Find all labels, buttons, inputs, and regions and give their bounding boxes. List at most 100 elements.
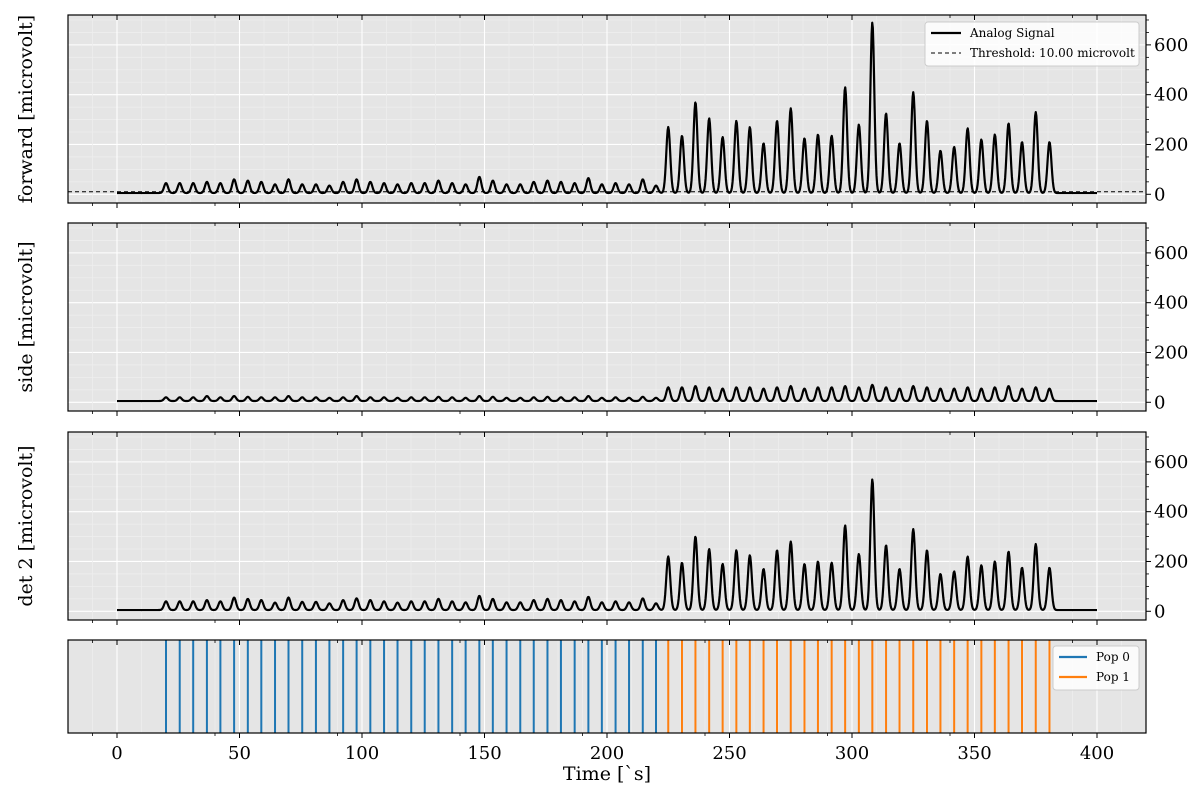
peak-point — [762, 142, 765, 145]
peak-point — [287, 178, 290, 181]
peak-point — [287, 395, 290, 397]
peak-point — [939, 387, 942, 390]
peak-point — [641, 178, 644, 181]
peak-point — [953, 570, 955, 573]
legend-entry: Pop 1 — [1096, 670, 1130, 684]
peak-point — [1007, 122, 1010, 125]
peak-point — [355, 597, 358, 600]
signal-line — [116, 478, 1098, 612]
peak-point — [721, 136, 724, 138]
peak-point — [505, 601, 508, 604]
peak-point — [885, 544, 887, 547]
peak-point — [885, 112, 887, 115]
peak-point — [573, 182, 576, 184]
peak-point — [478, 176, 481, 178]
y-tick-label: 200 — [1154, 342, 1188, 363]
y-tick-label: 400 — [1154, 293, 1188, 314]
peak-point — [478, 595, 481, 597]
peak-point — [939, 573, 942, 575]
peak-point — [858, 123, 860, 126]
signal-panel-1: 0 200 400 600 side [microvolt] — [15, 222, 1188, 416]
peak-point — [260, 181, 263, 183]
peak-point — [546, 598, 549, 600]
peak-point — [614, 600, 617, 603]
peak-point — [437, 598, 440, 600]
peak-point — [560, 181, 562, 183]
peak-point — [614, 182, 617, 184]
peak-point — [274, 601, 276, 604]
peak-point — [423, 396, 426, 399]
peak-point — [560, 396, 562, 399]
peak-point — [721, 563, 724, 565]
peak-point — [383, 182, 385, 184]
peak-point — [601, 601, 603, 604]
signal-line — [116, 383, 1098, 403]
peak-point — [451, 396, 453, 399]
peak-point — [994, 386, 996, 389]
peak-point — [708, 548, 710, 550]
peak-point — [437, 179, 440, 182]
peak-point — [178, 396, 181, 399]
peak-point — [315, 396, 317, 399]
peak-point — [1048, 141, 1051, 143]
peak-point — [694, 385, 697, 387]
legend-entry: Threshold: 10.00 microvolt — [970, 46, 1135, 60]
peak-point — [694, 101, 697, 103]
peak-point — [994, 560, 996, 563]
peak-point — [165, 182, 167, 184]
peak-point — [383, 600, 385, 603]
legend-box — [924, 21, 1140, 67]
peak-point — [165, 600, 167, 603]
peak-point — [369, 181, 372, 183]
peak-point — [192, 600, 194, 603]
peak-point — [369, 599, 372, 601]
peak-point — [165, 396, 167, 399]
peak-point — [667, 386, 670, 389]
peak-point — [587, 177, 590, 179]
peak-point — [749, 126, 751, 128]
peak-point — [871, 478, 874, 481]
peak-point — [260, 396, 263, 399]
peak-point — [912, 91, 915, 93]
peak-point — [871, 21, 874, 24]
peak-point — [735, 549, 738, 552]
peak-point — [858, 553, 860, 555]
y-tick-label: 200 — [1154, 551, 1188, 572]
y-tick-label: 600 — [1154, 243, 1188, 264]
peak-point — [301, 183, 304, 186]
peak-point — [1048, 387, 1051, 390]
peak-point — [492, 598, 494, 600]
peak-point — [803, 387, 806, 390]
peak-point — [912, 528, 915, 530]
peak-point — [817, 386, 819, 389]
peak-point — [708, 117, 710, 120]
x-tick-label: 400 — [1080, 743, 1114, 764]
y-tick-label: 400 — [1154, 85, 1188, 106]
peak-point — [355, 395, 358, 397]
peak-point — [519, 601, 522, 604]
peak-point — [721, 387, 724, 390]
peak-point — [980, 564, 983, 567]
y-tick-label: 600 — [1154, 452, 1188, 473]
peak-point — [1007, 550, 1010, 553]
peak-point — [396, 397, 399, 399]
peak-point — [762, 387, 765, 390]
y-tick-label: 0 — [1154, 184, 1165, 205]
peak-point — [789, 540, 792, 543]
peak-point — [667, 555, 670, 558]
peak-point — [871, 384, 874, 386]
peak-point — [1007, 385, 1010, 387]
x-tick-label: 300 — [835, 743, 869, 764]
y-axis-label: det 2 [microvolt] — [15, 445, 37, 606]
peak-point — [505, 183, 508, 186]
peak-point — [1034, 111, 1037, 113]
peak-point — [681, 386, 683, 389]
peak-point — [762, 568, 765, 570]
peak-point — [926, 386, 928, 389]
peak-point — [532, 181, 535, 183]
peak-point — [328, 184, 331, 187]
peak-point — [628, 601, 630, 604]
peak-point — [519, 397, 522, 399]
x-tick-label: 0 — [111, 743, 122, 764]
